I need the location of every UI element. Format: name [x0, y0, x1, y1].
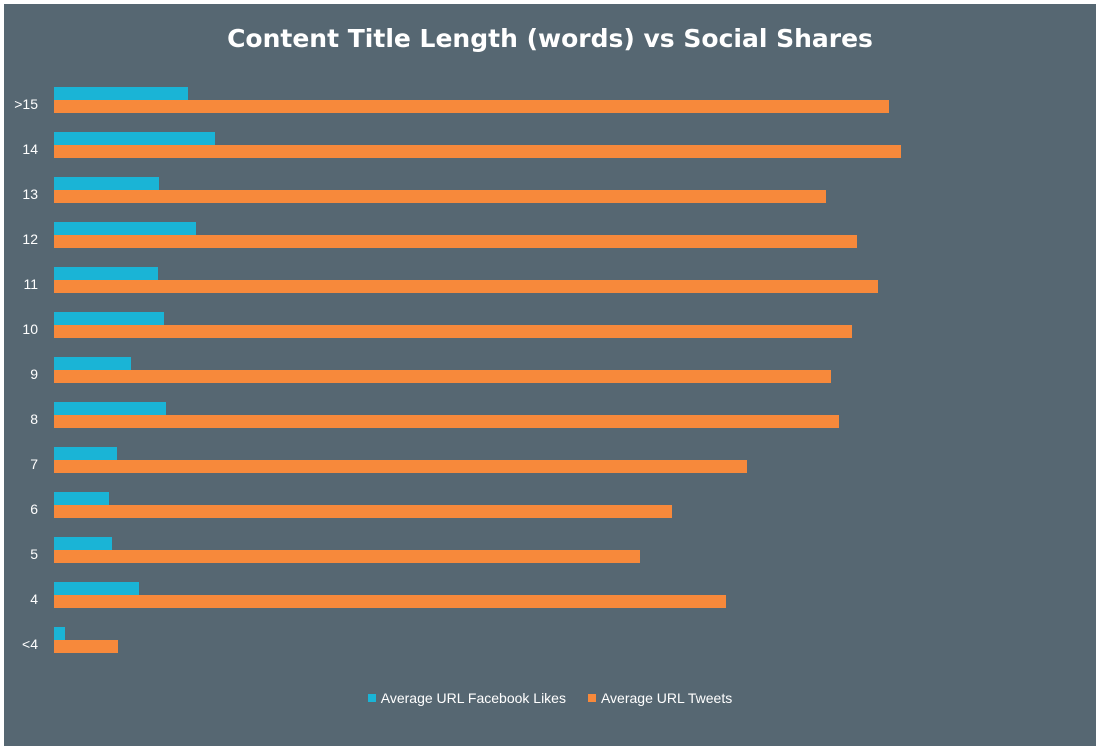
bar-tweets-14: [54, 145, 901, 158]
bar-facebook-likes-12: [54, 222, 196, 235]
legend-swatch-facebook-likes: [367, 694, 376, 702]
bar-tweets-lt4: [54, 640, 118, 653]
legend-item-tweets: Average URL Tweets: [587, 690, 733, 706]
bar-tweets-9: [54, 370, 831, 383]
legend-label-tweets: Average URL Tweets: [600, 690, 733, 706]
bar-facebook-likes-11: [54, 267, 158, 280]
bar-facebook-likes-5: [54, 537, 112, 550]
bar-tweets-13: [54, 190, 826, 203]
y-tick-label-8: 8: [30, 411, 38, 427]
y-tick-label-13: 13: [22, 186, 38, 202]
chart-title: Content Title Length (words) vs Social S…: [227, 24, 873, 53]
y-tick-label-7: 7: [30, 456, 38, 472]
y-tick-label-5: 5: [30, 546, 38, 562]
bar-tweets-gt15: [54, 100, 889, 113]
y-tick-label-14: 14: [22, 141, 38, 157]
bar-facebook-likes-8: [54, 402, 166, 415]
bar-tweets-7: [54, 460, 747, 473]
bar-facebook-likes-10: [54, 312, 164, 325]
chart-frame: Content Title Length (words) vs Social S…: [4, 4, 1096, 746]
bar-tweets-10: [54, 325, 852, 338]
bar-facebook-likes-7: [54, 447, 117, 460]
bar-facebook-likes-9: [54, 357, 131, 370]
bar-facebook-likes-4: [54, 582, 139, 595]
chart-legend: Average URL Facebook Likes Average URL T…: [4, 690, 1096, 706]
bar-tweets-11: [54, 280, 878, 293]
legend-label-facebook-likes: Average URL Facebook Likes: [380, 690, 566, 706]
bar-chart-plot: >15 14 13 12 11 10 9 8 7 6 5 4 <4: [14, 87, 901, 653]
y-tick-label-10: 10: [22, 321, 38, 337]
bar-facebook-likes-lt4: [54, 627, 65, 640]
y-tick-label-12: 12: [22, 231, 38, 247]
y-tick-label-gt15: >15: [14, 96, 38, 112]
bar-facebook-likes-gt15: [54, 87, 188, 100]
bar-tweets-4: [54, 595, 726, 608]
bar-tweets-12: [54, 235, 857, 248]
bar-tweets-8: [54, 415, 839, 428]
bar-facebook-likes-13: [54, 177, 159, 190]
legend-swatch-tweets: [587, 694, 596, 702]
y-tick-label-lt4: <4: [22, 636, 38, 652]
bar-tweets-5: [54, 550, 640, 563]
y-tick-label-9: 9: [30, 366, 38, 382]
bar-tweets-6: [54, 505, 672, 518]
legend-item-facebook-likes: Average URL Facebook Likes: [367, 690, 566, 706]
bar-facebook-likes-14: [54, 132, 215, 145]
y-tick-label-6: 6: [30, 501, 38, 517]
bar-facebook-likes-6: [54, 492, 109, 505]
y-tick-label-4: 4: [30, 591, 38, 607]
y-tick-label-11: 11: [23, 276, 38, 292]
